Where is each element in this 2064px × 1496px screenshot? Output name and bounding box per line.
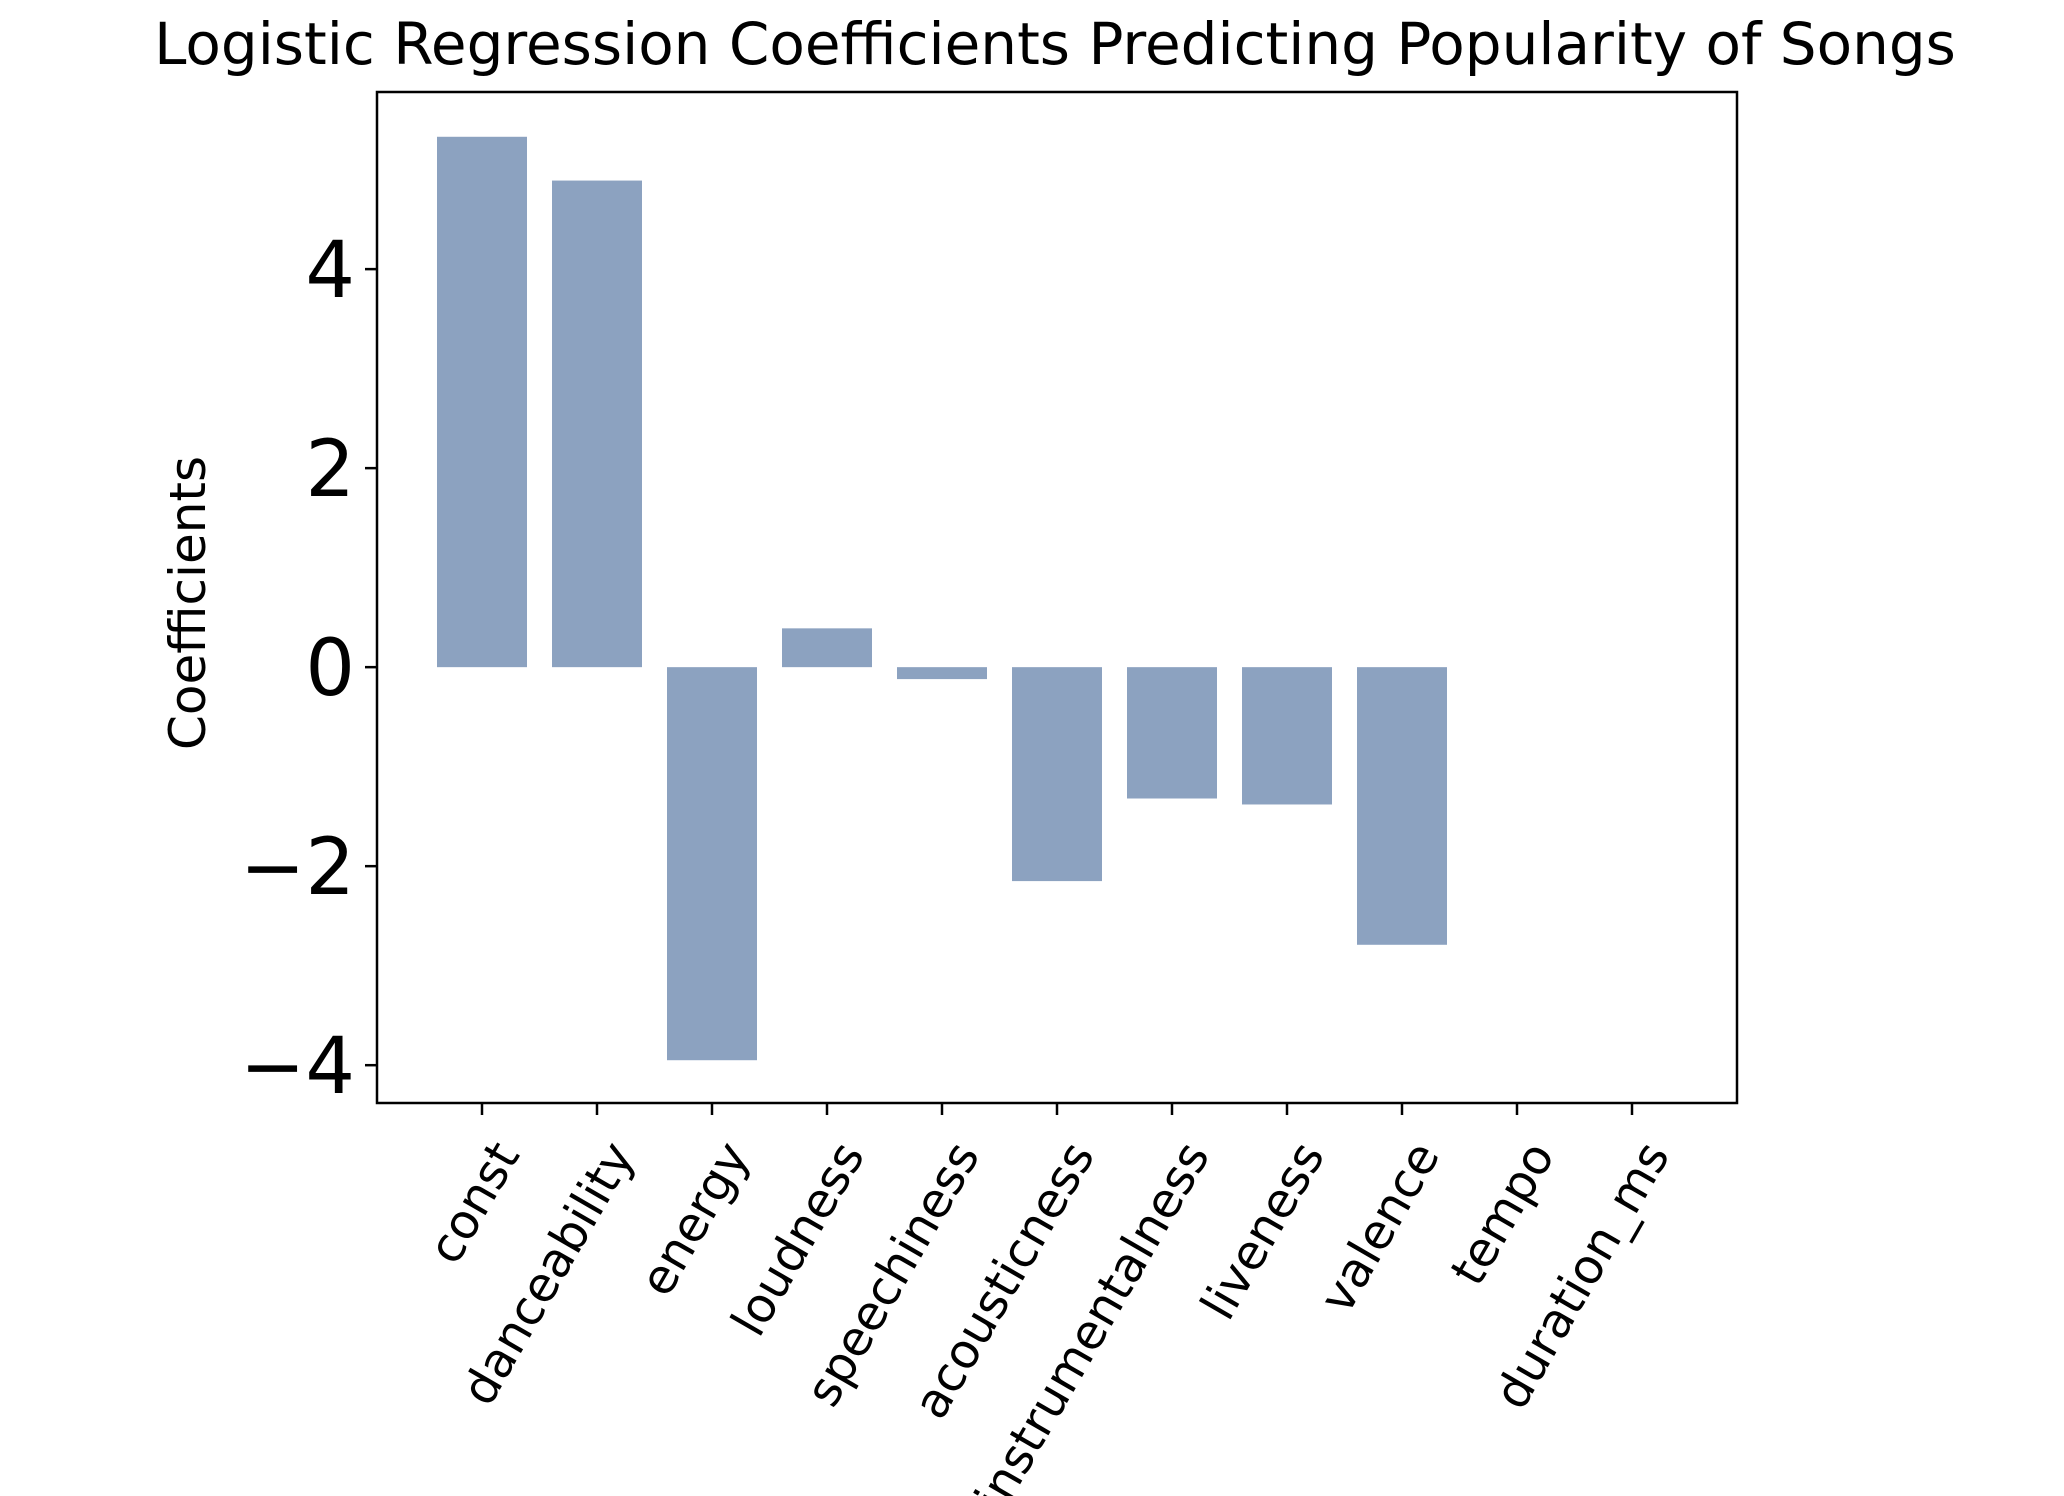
y-axis: −4 −2 0 2 4 bbox=[240, 226, 377, 1112]
y-tick-label: −2 bbox=[240, 823, 355, 913]
y-tick-label: 4 bbox=[305, 226, 355, 316]
x-tick-label-const: const bbox=[417, 1133, 531, 1274]
bar-danceability bbox=[552, 180, 642, 668]
y-tick-label: 2 bbox=[305, 425, 355, 515]
x-axis: constdanceabilityenergyloudnessspeechine… bbox=[417, 1103, 1681, 1496]
y-tick-label: 0 bbox=[305, 624, 355, 714]
x-tick-label-tempo: tempo bbox=[1440, 1133, 1566, 1295]
bar-valence bbox=[1357, 667, 1447, 945]
bar-speechiness bbox=[897, 667, 987, 680]
y-axis-label: Coefficients bbox=[159, 456, 217, 750]
bar-acousticness bbox=[1012, 667, 1102, 882]
bar-liveness bbox=[1242, 667, 1332, 805]
x-tick-label-energy: energy bbox=[629, 1133, 761, 1306]
chart-title: Logistic Regression Coefficients Predict… bbox=[154, 10, 1956, 78]
y-tick-label: −4 bbox=[240, 1022, 355, 1112]
bar-const bbox=[437, 136, 527, 668]
bar-energy bbox=[667, 667, 757, 1061]
bars-layer bbox=[437, 136, 1447, 1061]
bar-instrumentalness bbox=[1127, 667, 1217, 799]
bar-loudness bbox=[782, 628, 872, 668]
